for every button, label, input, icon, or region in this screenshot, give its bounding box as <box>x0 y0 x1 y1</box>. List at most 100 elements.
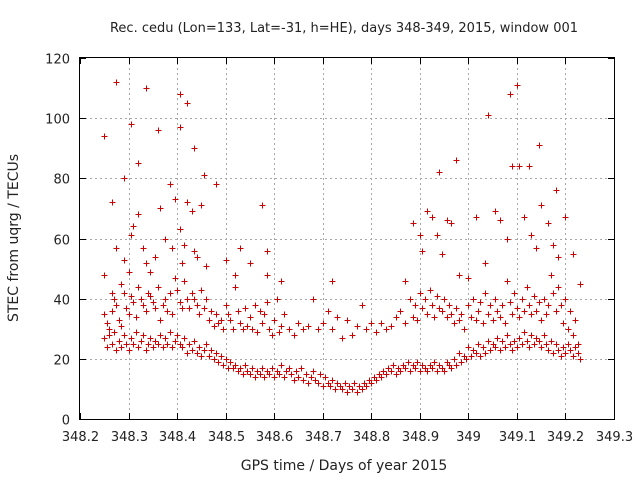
data-point <box>412 302 419 309</box>
data-point <box>560 344 567 351</box>
data-point <box>121 290 128 297</box>
data-point <box>368 380 375 387</box>
data-point <box>480 320 487 327</box>
data-point <box>509 163 516 170</box>
data-point <box>104 344 111 351</box>
data-point <box>184 100 191 107</box>
data-point <box>458 359 465 366</box>
data-point <box>572 344 579 351</box>
data-point <box>167 329 174 336</box>
data-point <box>497 217 504 224</box>
data-point <box>223 356 230 363</box>
data-point <box>567 347 574 354</box>
data-point <box>186 341 193 348</box>
data-point <box>468 353 475 360</box>
data-point <box>470 296 477 303</box>
data-point <box>278 362 285 369</box>
data-point <box>298 365 305 372</box>
data-point <box>140 302 147 309</box>
data-point <box>439 251 446 258</box>
data-point <box>162 335 169 342</box>
data-point <box>465 275 472 282</box>
data-point <box>570 251 577 258</box>
data-point <box>562 296 569 303</box>
data-point <box>169 245 176 252</box>
data-point <box>133 314 140 321</box>
data-point <box>150 344 157 351</box>
data-point <box>550 350 557 357</box>
data-point <box>509 347 516 354</box>
data-point <box>177 91 184 98</box>
data-point <box>514 344 521 351</box>
data-point <box>555 347 562 354</box>
data-point <box>128 232 135 239</box>
data-point <box>179 344 186 351</box>
data-point <box>448 365 455 372</box>
data-point <box>184 199 191 206</box>
data-point <box>118 323 125 330</box>
data-point <box>138 296 145 303</box>
plot-frame <box>79 57 615 420</box>
data-point <box>451 320 458 327</box>
data-point <box>235 308 242 315</box>
data-point <box>468 314 475 321</box>
data-point <box>475 308 482 315</box>
data-point <box>536 338 543 345</box>
data-point <box>373 329 380 336</box>
data-point <box>482 260 489 267</box>
x-tick-label: 349 <box>456 430 481 445</box>
data-point <box>317 371 324 378</box>
data-point <box>109 199 116 206</box>
data-point <box>402 365 409 372</box>
data-point <box>393 371 400 378</box>
data-point <box>359 386 366 393</box>
data-point <box>179 305 186 312</box>
data-point <box>308 374 315 381</box>
data-point <box>402 320 409 327</box>
data-point <box>502 344 509 351</box>
data-point <box>242 305 249 312</box>
data-point <box>104 320 111 327</box>
data-point <box>444 217 451 224</box>
data-point <box>286 365 293 372</box>
data-point <box>456 272 463 279</box>
data-point <box>456 317 463 324</box>
data-point <box>143 347 150 354</box>
data-point <box>147 269 154 276</box>
data-point <box>126 347 133 354</box>
data-point <box>220 362 227 369</box>
data-point <box>524 338 531 345</box>
data-point <box>206 353 213 360</box>
data-point <box>135 344 142 351</box>
data-point <box>516 163 523 170</box>
data-point <box>295 320 302 327</box>
data-point <box>344 317 351 324</box>
data-point <box>482 350 489 357</box>
data-point <box>155 127 162 134</box>
data-point <box>436 362 443 369</box>
data-point <box>516 335 523 342</box>
data-point <box>266 371 273 378</box>
data-point <box>264 272 271 279</box>
data-point <box>121 332 128 339</box>
data-point <box>162 236 169 243</box>
data-point <box>427 287 434 294</box>
data-point <box>485 112 492 119</box>
data-point <box>230 326 237 333</box>
data-point <box>140 332 147 339</box>
data-point <box>562 214 569 221</box>
data-point <box>541 296 548 303</box>
data-point <box>570 332 577 339</box>
data-point <box>249 365 256 372</box>
data-point <box>143 308 150 315</box>
data-point <box>211 356 218 363</box>
data-point <box>310 296 317 303</box>
data-point <box>184 350 191 357</box>
data-point <box>327 383 334 390</box>
data-point <box>545 347 552 354</box>
data-point <box>264 299 271 306</box>
data-point <box>264 248 271 255</box>
data-point <box>453 362 460 369</box>
data-point <box>157 205 164 212</box>
